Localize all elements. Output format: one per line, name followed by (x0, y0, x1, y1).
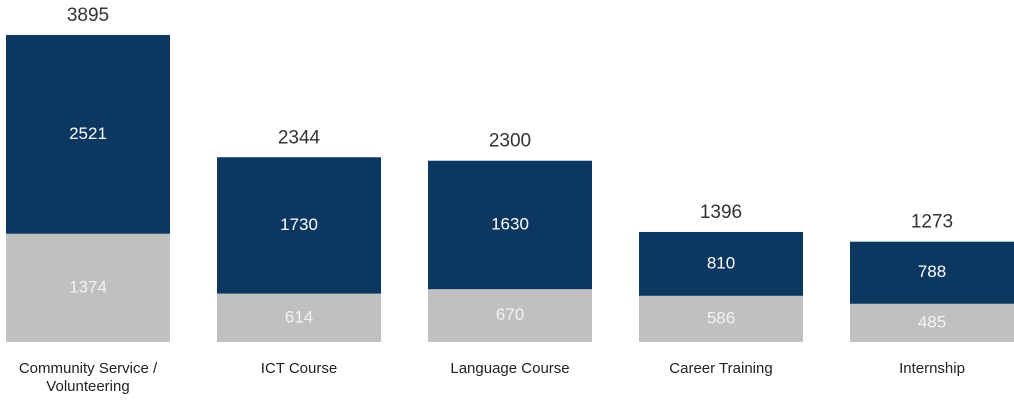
category-label: ICT Course (260, 360, 338, 377)
bar-segment (639, 295, 803, 342)
category-label: Internship (899, 360, 965, 377)
bar-segment (850, 303, 1014, 342)
bar-segment (428, 289, 592, 342)
value-label: 485 (918, 312, 946, 331)
total-label: 1273 (911, 212, 953, 233)
value-label: 788 (918, 262, 946, 281)
value-label: 614 (285, 307, 313, 326)
total-label: 2344 (278, 127, 321, 148)
value-label: 1374 (69, 277, 107, 296)
bar-segment (850, 241, 1014, 304)
category-label: Career Training (669, 360, 773, 377)
bar-segment (217, 293, 381, 342)
value-label: 810 (707, 253, 735, 272)
category-label: Community Service / Volunteering (18, 360, 158, 395)
bar-segment (217, 157, 381, 294)
value-label: 586 (707, 308, 735, 327)
category-label: Language Course (450, 360, 570, 377)
total-label: 2300 (489, 131, 531, 152)
total-label: 3895 (67, 5, 109, 26)
value-label: 1730 (280, 215, 318, 234)
total-label: 1396 (700, 202, 742, 223)
value-label: 2521 (69, 124, 107, 143)
value-label: 670 (496, 305, 524, 324)
bar-segment (6, 233, 170, 342)
bar-segment (639, 231, 803, 296)
bar-segment (6, 35, 170, 234)
value-label: 1630 (491, 214, 529, 233)
bar-segment (428, 160, 592, 290)
